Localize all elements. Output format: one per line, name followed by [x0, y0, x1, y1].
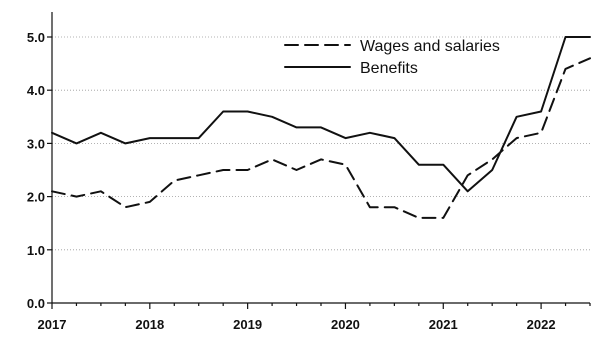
legend: Wages and salaries Benefits: [284, 38, 500, 77]
axes: 0.0 1.0 2.0 3.0 4.0 5.0 2017 2018 2019 2020 2021 20…: [27, 12, 591, 332]
x-tick-label: 2021: [429, 317, 458, 332]
y-tick-label: 3.0: [27, 136, 45, 151]
legend-entry-benefits-label: Benefits: [360, 60, 418, 77]
y-tick-label: 0.0: [27, 296, 45, 311]
series-lines: [51, 36, 591, 219]
x-tick-label: 2019: [233, 317, 262, 332]
y-tick-label: 1.0: [27, 243, 45, 258]
series-line-wages-and-salaries: [51, 57, 591, 219]
y-tick-label: 4.0: [27, 83, 45, 98]
x-tick-label: 2017: [38, 317, 67, 332]
y-tick-label: 2.0: [27, 190, 45, 205]
x-tick-label: 2022: [527, 317, 556, 332]
y-tick-label: 5.0: [27, 30, 45, 45]
x-tick-label: 2020: [331, 317, 360, 332]
x-tick-label: 2018: [135, 317, 164, 332]
legend-entry-wages-and-salaries-label: Wages and salaries: [360, 38, 500, 55]
series-line-benefits: [51, 36, 591, 193]
